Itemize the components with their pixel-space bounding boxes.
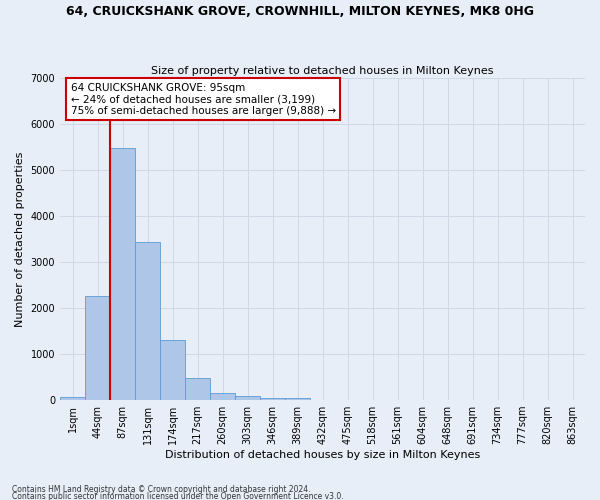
Text: Contains HM Land Registry data © Crown copyright and database right 2024.: Contains HM Land Registry data © Crown c… — [12, 486, 311, 494]
Text: 64, CRUICKSHANK GROVE, CROWNHILL, MILTON KEYNES, MK8 0HG: 64, CRUICKSHANK GROVE, CROWNHILL, MILTON… — [66, 5, 534, 18]
X-axis label: Distribution of detached houses by size in Milton Keynes: Distribution of detached houses by size … — [165, 450, 480, 460]
Bar — [160, 340, 185, 400]
Bar — [260, 398, 285, 400]
Text: Contains public sector information licensed under the Open Government Licence v3: Contains public sector information licen… — [12, 492, 344, 500]
Title: Size of property relative to detached houses in Milton Keynes: Size of property relative to detached ho… — [151, 66, 494, 76]
Bar — [285, 398, 310, 400]
Bar — [235, 396, 260, 400]
Bar — [60, 396, 85, 400]
Text: 64 CRUICKSHANK GROVE: 95sqm
← 24% of detached houses are smaller (3,199)
75% of : 64 CRUICKSHANK GROVE: 95sqm ← 24% of det… — [71, 82, 335, 116]
Y-axis label: Number of detached properties: Number of detached properties — [15, 151, 25, 326]
Bar — [110, 148, 135, 400]
Bar — [85, 296, 110, 400]
Bar — [210, 392, 235, 400]
Bar — [185, 378, 210, 400]
Bar — [135, 242, 160, 400]
